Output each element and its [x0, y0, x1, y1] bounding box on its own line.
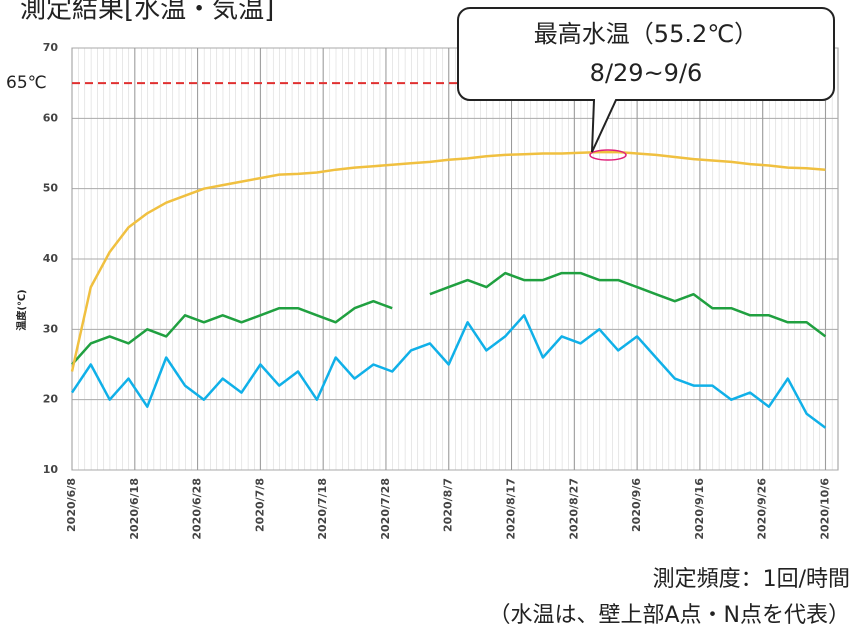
callout — [457, 7, 835, 153]
note: （水温は、壁上部A点・N点を代表） — [488, 603, 850, 628]
series-line — [70, 314, 827, 429]
y-tick-label: 40 — [43, 252, 59, 265]
y-tick-label: 50 — [43, 182, 59, 195]
reference-label: 65℃ — [6, 73, 47, 93]
x-tick-label: 2020/6/8 — [65, 478, 78, 532]
chart-title: 測定結果[水温・気温] — [20, 0, 274, 25]
y-tick-label: 30 — [43, 322, 59, 335]
y-tick-label: 10 — [43, 463, 59, 476]
series-line — [71, 271, 827, 366]
annotation: 8/29~9/6 — [590, 59, 703, 87]
x-tick-label: 2020/6/28 — [191, 478, 204, 540]
x-tick-label: 2020/8/17 — [505, 478, 518, 540]
x-tick-label: 2020/7/8 — [253, 478, 266, 532]
series-line — [70, 150, 826, 372]
x-tick-label: 2020/8/27 — [567, 478, 580, 540]
y-tick-label: 20 — [43, 393, 59, 406]
y-axis-label: 温度(℃) — [15, 289, 28, 330]
y-tick-label: 70 — [43, 41, 59, 54]
x-tick-label: 2020/9/16 — [693, 478, 706, 540]
note: 測定頻度：1回/時間 — [653, 567, 850, 592]
x-tick-label: 2020/8/7 — [442, 478, 455, 532]
x-tick-label: 2020/9/6 — [630, 478, 643, 532]
annotation: 最高水温（55.2℃） — [534, 20, 758, 48]
x-tick-label: 2020/9/26 — [756, 478, 769, 540]
plot: 10 20 30 40 50 60 70 2020/6/8 2020/6/18 2020/6/28… — [6, 41, 839, 540]
highlight — [589, 149, 627, 161]
x-tick-label: 2020/6/18 — [128, 478, 141, 540]
x-tick-label: 2020/7/18 — [316, 478, 329, 540]
y-tick-label: 60 — [43, 111, 59, 124]
x-tick-label: 2020/10/6 — [818, 478, 831, 540]
x-tick-label: 2020/7/28 — [379, 478, 392, 540]
